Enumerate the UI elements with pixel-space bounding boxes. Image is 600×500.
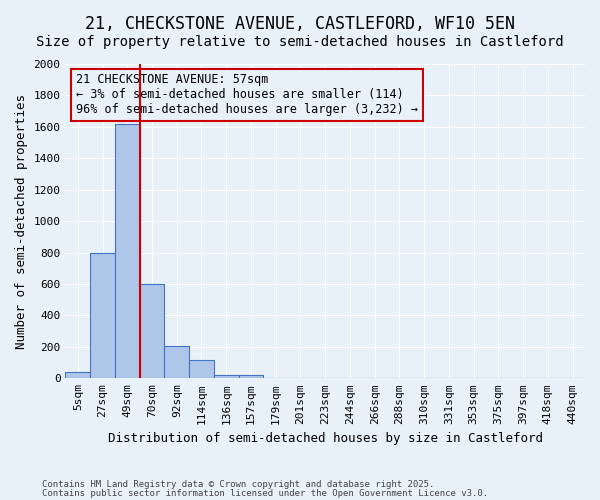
Bar (189, 360, 214, 378)
Bar (164, 346, 189, 378)
Bar (140, 284, 164, 378)
Bar (65, 372, 90, 378)
Bar (115, 124, 140, 378)
X-axis label: Distribution of semi-detached houses by size in Castleford: Distribution of semi-detached houses by … (108, 432, 543, 445)
Bar (90, 252, 115, 378)
Text: Size of property relative to semi-detached houses in Castleford: Size of property relative to semi-detach… (36, 35, 564, 49)
Bar (214, 375, 239, 378)
Y-axis label: Number of semi-detached properties: Number of semi-detached properties (15, 94, 28, 348)
Text: Contains public sector information licensed under the Open Government Licence v3: Contains public sector information licen… (42, 488, 488, 498)
Text: Contains HM Land Registry data © Crown copyright and database right 2025.: Contains HM Land Registry data © Crown c… (42, 480, 434, 489)
Text: 21 CHECKSTONE AVENUE: 57sqm
← 3% of semi-detached houses are smaller (114)
96% o: 21 CHECKSTONE AVENUE: 57sqm ← 3% of semi… (76, 74, 418, 116)
Bar (239, 375, 263, 378)
Text: 21, CHECKSTONE AVENUE, CASTLEFORD, WF10 5EN: 21, CHECKSTONE AVENUE, CASTLEFORD, WF10 … (85, 15, 515, 33)
